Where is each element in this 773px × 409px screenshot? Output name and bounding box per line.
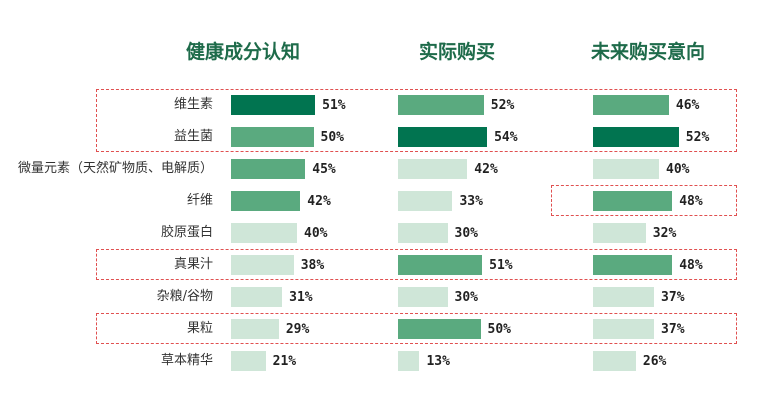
panel-title-2: 未来购买意向 <box>591 38 705 66</box>
category-label-3: 纤维 <box>187 189 213 213</box>
bar-1-8 <box>398 351 419 371</box>
value-label-1-4: 30% <box>455 223 478 243</box>
category-label-2: 微量元素（天然矿物质、电解质） <box>18 157 213 181</box>
bar-1-4 <box>398 223 448 243</box>
panel-title-0: 健康成分认知 <box>186 38 300 66</box>
value-label-1-2: 42% <box>474 159 497 179</box>
bar-1-3 <box>398 191 452 211</box>
bar-2-8 <box>593 351 636 371</box>
value-label-0-8: 21% <box>273 351 296 371</box>
category-label-4: 胶原蛋白 <box>161 221 213 245</box>
value-label-2-4: 32% <box>653 223 676 243</box>
value-label-0-6: 31% <box>289 287 312 307</box>
highlight-box-3 <box>551 185 737 216</box>
bar-1-6 <box>398 287 448 307</box>
value-label-1-8: 13% <box>426 351 449 371</box>
value-label-2-8: 26% <box>643 351 666 371</box>
value-label-1-3: 33% <box>459 191 482 211</box>
highlight-box-2 <box>96 313 737 344</box>
panel-title-1: 实际购买 <box>419 38 495 66</box>
value-label-0-2: 45% <box>312 159 335 179</box>
bar-2-4 <box>593 223 646 243</box>
category-label-8: 草本精华 <box>161 349 213 373</box>
bar-0-2 <box>231 159 305 179</box>
bar-0-8 <box>231 351 266 371</box>
bar-0-6 <box>231 287 282 307</box>
highlight-box-0 <box>96 89 737 152</box>
highlight-box-1 <box>96 249 737 280</box>
value-label-2-2: 40% <box>666 159 689 179</box>
value-label-1-6: 30% <box>455 287 478 307</box>
value-label-0-4: 40% <box>304 223 327 243</box>
category-label-6: 杂粮/谷物 <box>157 285 213 309</box>
bar-1-2 <box>398 159 467 179</box>
bar-2-2 <box>593 159 659 179</box>
bar-2-6 <box>593 287 654 307</box>
value-label-0-3: 42% <box>307 191 330 211</box>
bar-0-3 <box>231 191 300 211</box>
value-label-2-6: 37% <box>661 287 684 307</box>
bar-0-4 <box>231 223 297 243</box>
